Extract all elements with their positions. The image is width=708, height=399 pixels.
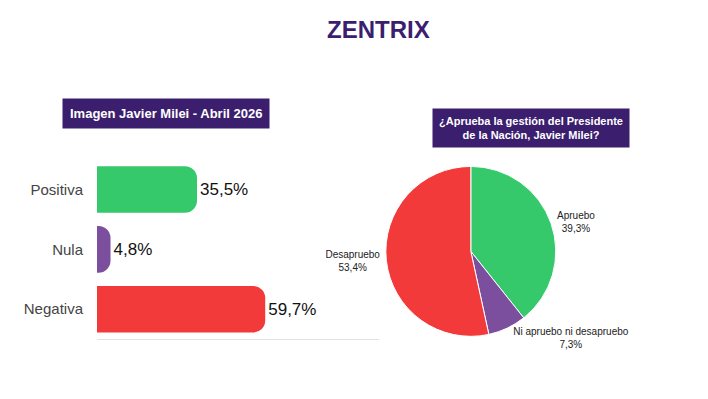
svg-text:59,7%: 59,7% [268,300,316,319]
svg-text:¿Aprueba la gestión del Presid: ¿Aprueba la gestión del Presidentede la … [439,115,623,141]
svg-text:Imagen Javier Milei - Abril 20: Imagen Javier Milei - Abril 2026 [70,106,262,121]
svg-text:Desapruebo53,4%: Desapruebo53,4% [325,249,380,273]
svg-text:ZENTRIX: ZENTRIX [327,16,430,43]
svg-text:4,8%: 4,8% [114,240,153,259]
svg-text:Negativa: Negativa [24,300,84,317]
svg-text:35,5%: 35,5% [200,180,248,199]
svg-text:Apruebo39,3%: Apruebo39,3% [557,210,595,234]
svg-text:Ni apruebo ni desapruebo7,3%: Ni apruebo ni desapruebo7,3% [513,326,629,350]
svg-text:Positiva: Positiva [30,181,83,198]
svg-text:Nula: Nula [52,241,84,258]
